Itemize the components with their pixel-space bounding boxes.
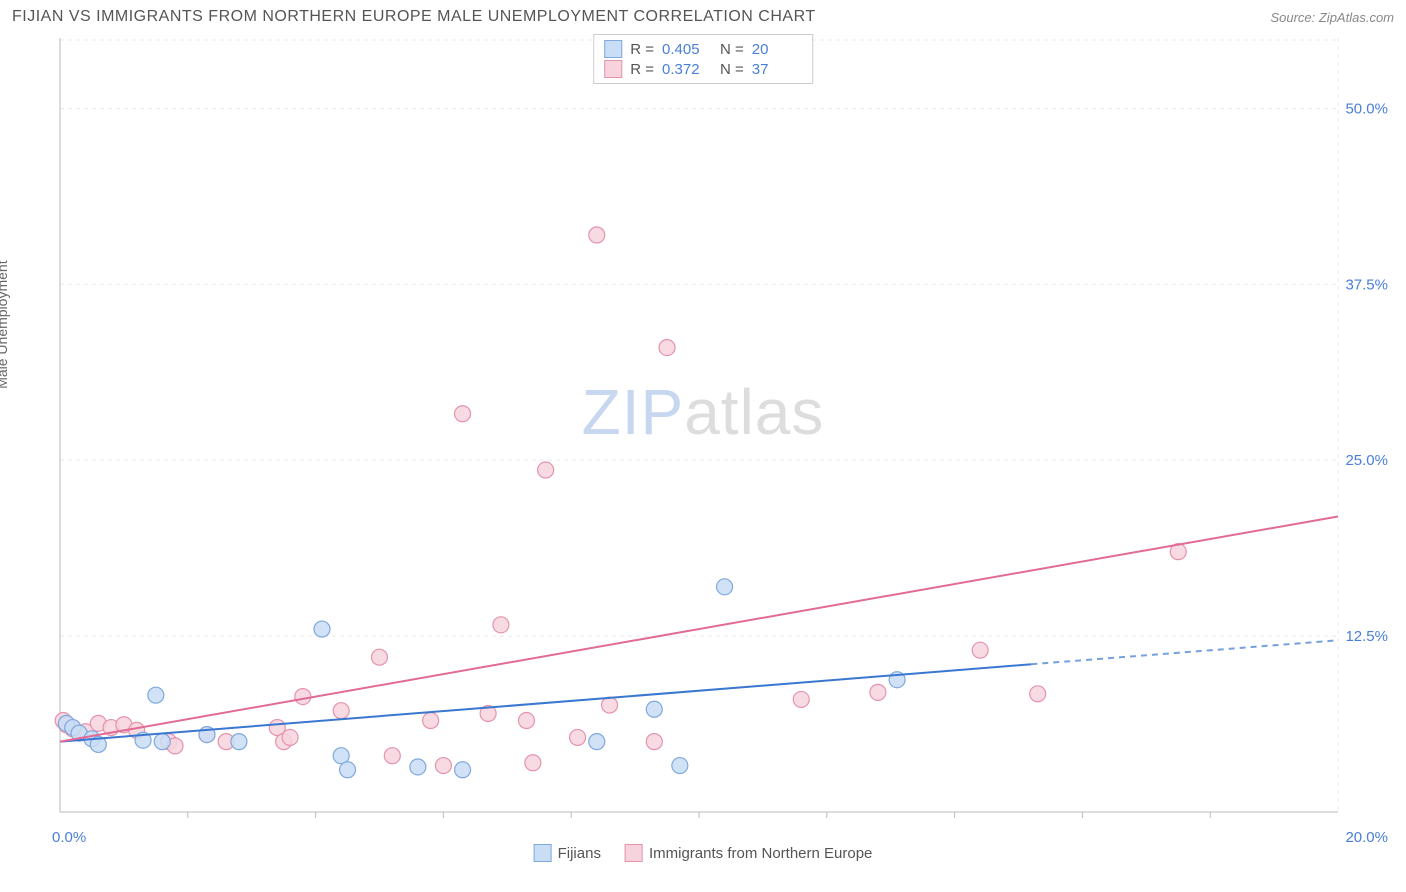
legend-label: Immigrants from Northern Europe [649,845,872,862]
svg-text:50.0%: 50.0% [1345,100,1388,117]
chart-container: Male Unemployment 12.5%25.0%37.5%50.0%0.… [12,30,1394,860]
scatter-chart: 12.5% 25.0% 37.5% 50.0% 0.0% 20.0% [12,30,1394,860]
stats-row: R = 0.372 N = 37 [604,59,802,79]
svg-text:20.0%: 20.0% [1345,829,1388,846]
svg-text:37.5%: 37.5% [1345,276,1388,293]
stats-n-value: 20 [752,41,802,58]
legend-swatch [534,844,552,862]
svg-text:25.0%: 25.0% [1345,452,1388,469]
correlation-stats-box: R = 0.405 N = 20 R = 0.372 N = 37 [593,34,813,84]
svg-text:0.0%: 0.0% [52,829,86,846]
chart-title: FIJIAN VS IMMIGRANTS FROM NORTHERN EUROP… [12,8,816,26]
stats-r-value: 0.372 [662,61,712,78]
stats-n-value: 37 [752,61,802,78]
stats-n-label: N = [720,61,744,78]
legend-item: Immigrants from Northern Europe [625,844,872,862]
stats-swatch [604,40,622,58]
chart-source: Source: ZipAtlas.com [1270,10,1394,25]
stats-r-label: R = [630,61,654,78]
series-legend: Fijians Immigrants from Northern Europe [534,844,873,862]
stats-r-label: R = [630,41,654,58]
stats-row: R = 0.405 N = 20 [604,39,802,59]
stats-n-label: N = [720,41,744,58]
legend-swatch [625,844,643,862]
legend-label: Fijians [558,845,601,862]
stats-swatch [604,60,622,78]
y-axis-label: Male Unemployment [0,260,10,388]
svg-text:12.5%: 12.5% [1345,628,1388,645]
chart-header: FIJIAN VS IMMIGRANTS FROM NORTHERN EUROP… [12,8,1394,26]
stats-r-value: 0.405 [662,41,712,58]
legend-item: Fijians [534,844,601,862]
